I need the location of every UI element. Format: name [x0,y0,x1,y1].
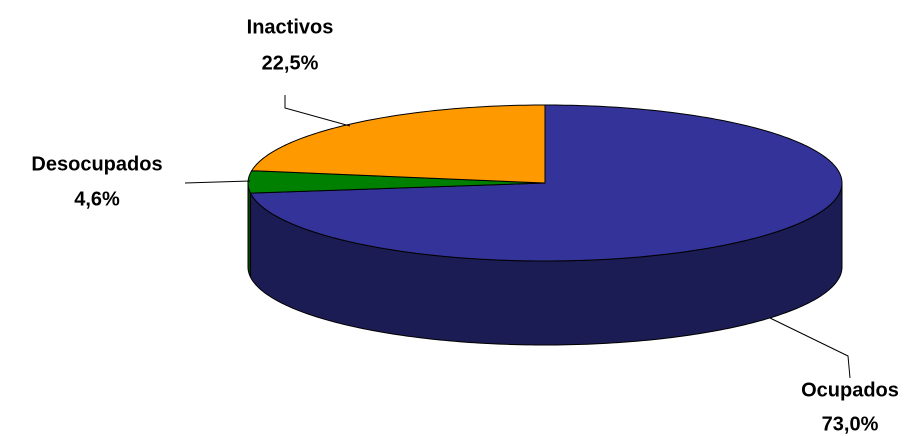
leader-line [184,180,251,184]
slice-label: Inactivos [247,16,334,38]
pie [247,104,843,346]
slice-value-label: 73,0% [822,413,879,435]
slice [250,104,546,184]
slice-value-label: 4,6% [74,188,120,210]
slice [249,104,843,262]
slice-side [247,182,252,278]
leader-line [284,95,351,127]
leader-line [769,317,851,379]
slice-label: Ocupados [801,379,899,401]
slice-label: Desocupados [31,153,162,175]
slice-value-label: 22,5% [262,52,319,74]
slice [247,170,546,194]
